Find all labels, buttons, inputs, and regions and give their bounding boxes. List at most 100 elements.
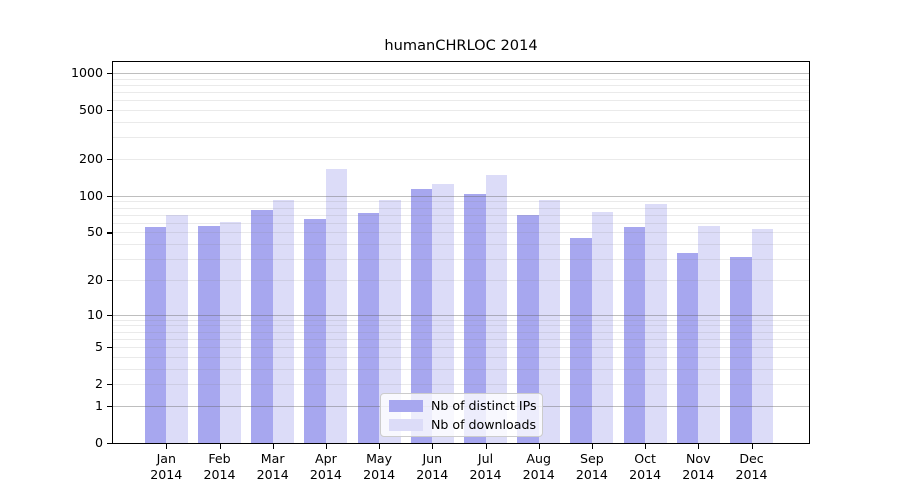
- bar-apr-distinct-ips: [304, 218, 326, 443]
- bar-feb-downloads: [219, 221, 241, 443]
- gridline: [113, 314, 809, 316]
- gridline: [113, 84, 809, 86]
- x-tick-label: Dec 2014: [735, 451, 768, 482]
- gridline: [113, 244, 809, 246]
- gridline: [113, 159, 809, 161]
- x-tick: [166, 444, 168, 449]
- x-tick-label: May 2014: [363, 451, 396, 482]
- y-tick-label: 10: [86, 306, 103, 322]
- bar-jul-downloads: [485, 175, 507, 443]
- gridline: [113, 214, 809, 216]
- gridline: [113, 73, 809, 75]
- bar-may-downloads: [379, 200, 401, 443]
- x-tick: [751, 444, 753, 449]
- y-tick-label: 200: [78, 151, 103, 167]
- x-tick-label: Feb 2014: [203, 451, 236, 482]
- legend-label: Nb of downloads: [431, 417, 537, 432]
- y-tick: [107, 443, 112, 445]
- gridline: [113, 110, 809, 112]
- y-tick: [107, 279, 112, 282]
- bar-oct-downloads: [645, 204, 667, 443]
- gridline: [113, 368, 809, 370]
- x-tick: [325, 444, 328, 449]
- y-tick-label: 20: [86, 271, 103, 287]
- x-tick-label: Nov 2014: [682, 451, 715, 482]
- x-tick-label: Mar 2014: [256, 451, 289, 482]
- x-tick: [432, 444, 434, 449]
- gridline: [113, 137, 809, 139]
- bar-jan-distinct-ips: [144, 227, 167, 443]
- x-tick-label: Jun 2014: [416, 451, 449, 482]
- bar-jun-downloads: [432, 184, 454, 443]
- y-tick: [107, 384, 112, 386]
- gridline: [113, 232, 809, 234]
- y-tick: [107, 159, 112, 161]
- x-tick: [219, 444, 221, 449]
- x-tick-label: Sep 2014: [575, 451, 608, 482]
- bar-apr-downloads: [325, 168, 348, 443]
- bar-nov-distinct-ips: [676, 252, 699, 443]
- top-spine: [112, 61, 810, 63]
- y-tick-label: 1000: [70, 65, 103, 81]
- x-tick-label: Apr 2014: [309, 451, 342, 482]
- gridline: [113, 122, 809, 124]
- bar-dec-downloads: [751, 229, 773, 443]
- bar-aug-distinct-ips: [517, 214, 539, 443]
- x-tick: [538, 444, 540, 449]
- y-tick-label: 0: [94, 435, 103, 450]
- x-tick-label: Oct 2014: [629, 451, 662, 482]
- bottom-spine: [112, 443, 810, 445]
- bar-jul-distinct-ips: [464, 194, 486, 443]
- right-spine: [809, 61, 811, 444]
- bar-may-distinct-ips: [357, 212, 380, 443]
- bar-aug-downloads: [538, 200, 561, 443]
- legend: Nb of distinct IPs Nb of downloads: [380, 393, 543, 437]
- y-tick-label: 50: [86, 224, 103, 240]
- gridline: [113, 384, 809, 386]
- legend-swatch-downloads-icon: [389, 418, 423, 431]
- y-tick: [107, 73, 112, 75]
- x-tick: [485, 444, 487, 449]
- bar-dec-distinct-ips: [730, 257, 752, 443]
- bar-sep-distinct-ips: [570, 237, 592, 443]
- y-tick: [107, 195, 112, 198]
- legend-swatch-distinct-ips-icon: [389, 399, 423, 412]
- y-tick-label: 100: [78, 187, 103, 203]
- legend-label: Nb of distinct IPs: [431, 398, 537, 413]
- gridline: [113, 78, 809, 80]
- gridline: [113, 331, 809, 333]
- y-tick: [107, 347, 112, 349]
- y-tick: [107, 314, 112, 316]
- bar-sep-downloads: [591, 211, 614, 443]
- bar-jan-downloads: [166, 214, 188, 443]
- gridline: [113, 325, 809, 327]
- gridline: [113, 207, 809, 209]
- chart-title: humanCHRLOC 2014: [384, 37, 538, 54]
- gridline: [113, 356, 809, 358]
- gridline: [113, 201, 809, 203]
- y-tick-label: 5: [94, 339, 103, 355]
- y-tick-label: 500: [78, 102, 103, 118]
- gridline: [113, 222, 809, 224]
- gridline: [113, 100, 809, 102]
- x-tick: [272, 444, 274, 449]
- y-tick: [107, 405, 112, 408]
- gridline: [113, 195, 809, 197]
- bar-nov-downloads: [698, 225, 720, 443]
- gridline: [113, 347, 809, 349]
- bar-jun-distinct-ips: [410, 189, 433, 443]
- x-tick-label: Jan 2014: [150, 451, 183, 482]
- x-tick: [379, 444, 381, 449]
- gridline: [113, 92, 809, 94]
- gridline: [113, 279, 809, 281]
- bar-mar-downloads: [272, 200, 295, 443]
- y-tick-label: 1: [94, 397, 103, 413]
- x-tick-label: Aug 2014: [522, 451, 555, 482]
- bar-feb-distinct-ips: [198, 225, 220, 443]
- gridline: [113, 338, 809, 340]
- y-tick: [107, 110, 112, 112]
- x-tick: [698, 444, 700, 449]
- gridline: [113, 319, 809, 321]
- bar-oct-distinct-ips: [623, 226, 646, 443]
- gridline: [113, 259, 809, 261]
